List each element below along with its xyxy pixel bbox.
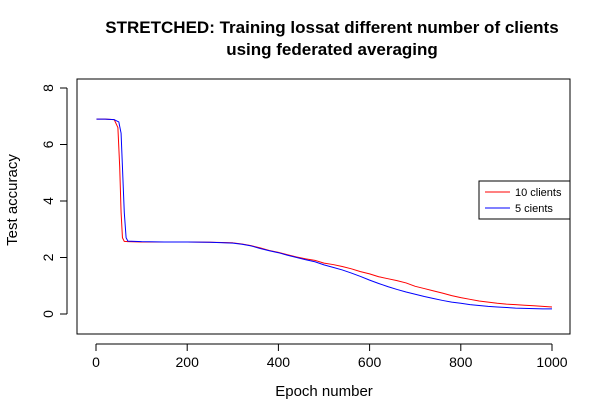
chart-title-line1: STRETCHED: Training lossat different num… <box>105 18 558 37</box>
legend: 10 clients 5 cients <box>478 180 571 220</box>
series-layer <box>96 118 553 310</box>
series-line-10-clients <box>96 118 553 308</box>
x-tick-label: 800 <box>449 354 473 370</box>
y-tick-label: 8 <box>40 84 56 92</box>
x-tick-label: 1000 <box>536 354 567 370</box>
x-tick-label: 600 <box>358 354 382 370</box>
x-axis-label: Epoch number <box>275 383 373 400</box>
y-tick-label: 2 <box>40 253 56 261</box>
x-tick-label: 400 <box>267 354 291 370</box>
y-tick-label: 4 <box>40 197 56 205</box>
y-axis-label: Test accuracy <box>4 154 21 246</box>
legend-box <box>478 180 571 220</box>
x-axis: 0 200 400 600 800 1000 <box>92 343 568 370</box>
y-tick-label: 0 <box>40 310 56 318</box>
x-tick-label: 0 <box>92 354 100 370</box>
y-axis: 0 2 4 6 8 <box>40 84 68 318</box>
x-tick-label: 200 <box>176 354 200 370</box>
y-tick-label: 6 <box>40 140 56 148</box>
series-line-5-clients <box>96 118 552 310</box>
chart-title-line2: using federated averaging <box>226 40 438 59</box>
legend-label-10-clients: 10 clients <box>515 187 562 199</box>
legend-label-5-clients: 5 cients <box>515 203 553 215</box>
